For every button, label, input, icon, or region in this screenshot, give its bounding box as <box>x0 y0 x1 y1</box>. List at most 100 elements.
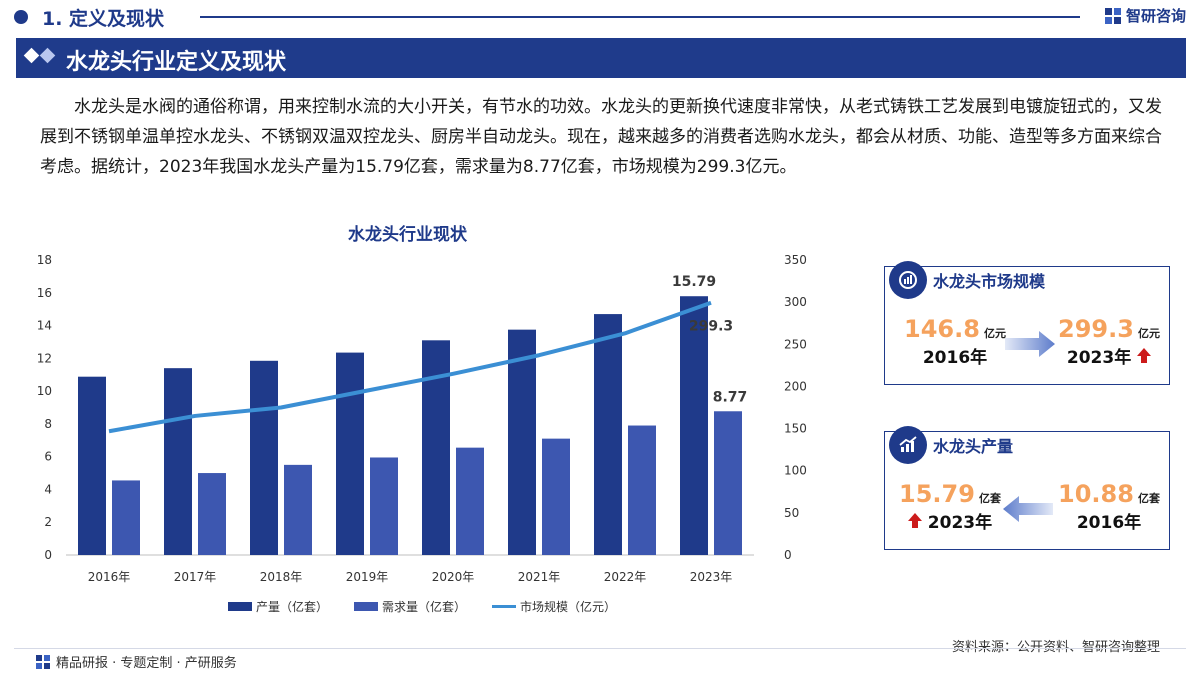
y-left-tick-label: 10 <box>37 384 52 398</box>
legend-swatch <box>354 602 379 611</box>
line-market-size <box>108 300 712 434</box>
stat-unit: 亿套 <box>1137 492 1160 505</box>
legend-label: 需求量（亿套） <box>382 600 467 614</box>
market-2016-stat: 146.8 亿元 2016年 <box>903 315 1007 368</box>
diamond-icon <box>23 47 40 64</box>
y-left-tick-label: 8 <box>44 417 52 431</box>
x-tick-label: 2023年 <box>690 570 733 584</box>
y-right-tick-label: 100 <box>784 464 807 478</box>
source-note: 资料来源：公开资料、智研咨询整理 <box>951 640 1160 655</box>
y-right-tick-label: 150 <box>784 422 807 436</box>
legend-item-production: 产量（亿套） <box>228 598 328 615</box>
y-right-tick-label: 200 <box>784 379 807 393</box>
bar-production <box>594 314 622 555</box>
brand-name: 智研咨询 <box>1125 7 1186 25</box>
x-tick-label: 2019年 <box>346 570 389 584</box>
stat-value: 15.79 <box>899 480 975 508</box>
bar-demand <box>112 480 140 555</box>
card-header: 水龙头市场规模 <box>889 261 1046 299</box>
x-tick-label: 2018年 <box>260 570 303 584</box>
brand-logo-icon <box>1104 7 1121 24</box>
data-label-demand: 8.77 <box>713 389 748 405</box>
chart-title: 水龙头行业现状 <box>348 225 467 245</box>
arrow-left-icon <box>1003 496 1053 522</box>
x-tick-label: 2022年 <box>604 570 647 584</box>
stat-year: 2023年 <box>927 513 993 533</box>
footer-tagline: 精品研报 · 专题定制 · 产研服务 <box>36 652 237 671</box>
y-left-tick-label: 18 <box>37 253 52 267</box>
card-title: 水龙头产量 <box>933 437 1014 456</box>
y-left-tick-label: 12 <box>37 351 52 365</box>
y-left-tick-label: 14 <box>37 319 52 333</box>
y-left-tick-label: 16 <box>37 286 52 300</box>
legend-swatch <box>228 602 252 611</box>
combo-chart: 0 2 4 6 8 10 12 14 16 18 0 50 100 150 200 250 300 350 2016… <box>37 253 807 584</box>
stat-year: 2016年 <box>922 348 988 368</box>
title-banner: 水龙头行业定义及现状 <box>16 38 1186 78</box>
bar-demand <box>198 473 226 555</box>
up-arrow-icon <box>1137 348 1152 363</box>
stat-value: 146.8 <box>904 315 980 343</box>
brand-logo: 智研咨询 <box>1104 5 1186 26</box>
bar-production <box>422 340 450 555</box>
page-title: 水龙头行业定义及现状 <box>66 50 287 75</box>
stat-value: 299.3 <box>1058 315 1134 343</box>
stat-year: 2016年 <box>1076 513 1142 533</box>
footer-text: 精品研报 · 专题定制 · 产研服务 <box>56 656 237 671</box>
section-header: 1. 定义及现状 智研咨询 <box>0 0 1200 34</box>
bar-production <box>164 368 192 555</box>
legend-item-demand: 需求量（亿套） <box>354 598 466 615</box>
bar-demand <box>628 425 656 555</box>
section-title: 1. 定义及现状 <box>42 8 165 30</box>
brand-logo-icon <box>36 654 50 669</box>
y-left-tick-label: 4 <box>44 482 52 496</box>
bar-production <box>680 296 708 555</box>
bar-demand <box>714 411 742 555</box>
section-dot <box>14 10 28 24</box>
legend-label: 市场规模（亿元） <box>520 600 617 614</box>
card-title: 水龙头市场规模 <box>933 272 1046 291</box>
bar-production <box>78 376 106 555</box>
market-size-card: 水龙头市场规模 146.8 亿元 2016年 299.3 亿元 2023年 <box>884 261 1170 385</box>
legend-label: 产量（亿套） <box>256 600 329 614</box>
data-label-production: 15.79 <box>672 274 716 290</box>
stat-unit: 亿元 <box>1137 327 1160 340</box>
card-header: 水龙头产量 <box>889 426 1014 464</box>
x-tick-label: 2016年 <box>88 570 131 584</box>
stat-value: 10.88 <box>1058 480 1134 508</box>
intro-paragraph: 水龙头是水阀的通俗称谓，用来控制水流的大小开关，有节水的功效。水龙头的更新换代速… <box>40 97 1162 177</box>
diamond-icon <box>39 47 56 64</box>
stat-unit: 亿元 <box>983 327 1006 340</box>
bar-demand <box>456 447 484 555</box>
y-left-tick-label: 0 <box>44 548 52 562</box>
legend-item-market: 市场规模（亿元） <box>492 598 616 615</box>
y-right-tick-label: 250 <box>784 337 807 351</box>
y-right-tick-label: 350 <box>784 253 807 267</box>
x-tick-label: 2017年 <box>174 570 217 584</box>
y-right-tick-label: 50 <box>784 506 799 520</box>
market-chart-icon <box>889 261 927 299</box>
y-left-tick-label: 2 <box>44 515 52 529</box>
bar-demand <box>542 438 570 555</box>
y-right-tick-label: 300 <box>784 295 807 309</box>
y-left-tick-label: 6 <box>44 450 52 464</box>
bar-demand <box>284 464 312 555</box>
up-arrow-icon <box>907 513 922 528</box>
chart-legend: 产量（亿套） 需求量（亿套） 市场规模（亿元） <box>228 598 616 615</box>
stat-unit: 亿套 <box>978 492 1001 505</box>
legend-swatch <box>492 605 517 608</box>
market-2023-stat: 299.3 亿元 2023年 <box>1057 315 1161 368</box>
x-tick-label: 2020年 <box>432 570 475 584</box>
arrow-right-icon <box>1005 331 1055 357</box>
bar-production <box>336 352 364 555</box>
production-chart-icon <box>889 426 927 464</box>
production-card: 水龙头产量 15.79 亿套 2023年 10.88 亿套 2016年 <box>884 426 1170 550</box>
data-label-market: 299.3 <box>689 319 733 335</box>
production-2016-stat: 10.88 亿套 2016年 <box>1055 480 1163 533</box>
bar-production <box>250 360 278 555</box>
bar-demand <box>370 457 398 555</box>
production-2023-stat: 15.79 亿套 2023年 <box>895 480 1005 533</box>
y-right-tick-label: 0 <box>784 548 792 562</box>
header-rule <box>200 16 1080 18</box>
banner-diamond-icons <box>23 47 58 64</box>
